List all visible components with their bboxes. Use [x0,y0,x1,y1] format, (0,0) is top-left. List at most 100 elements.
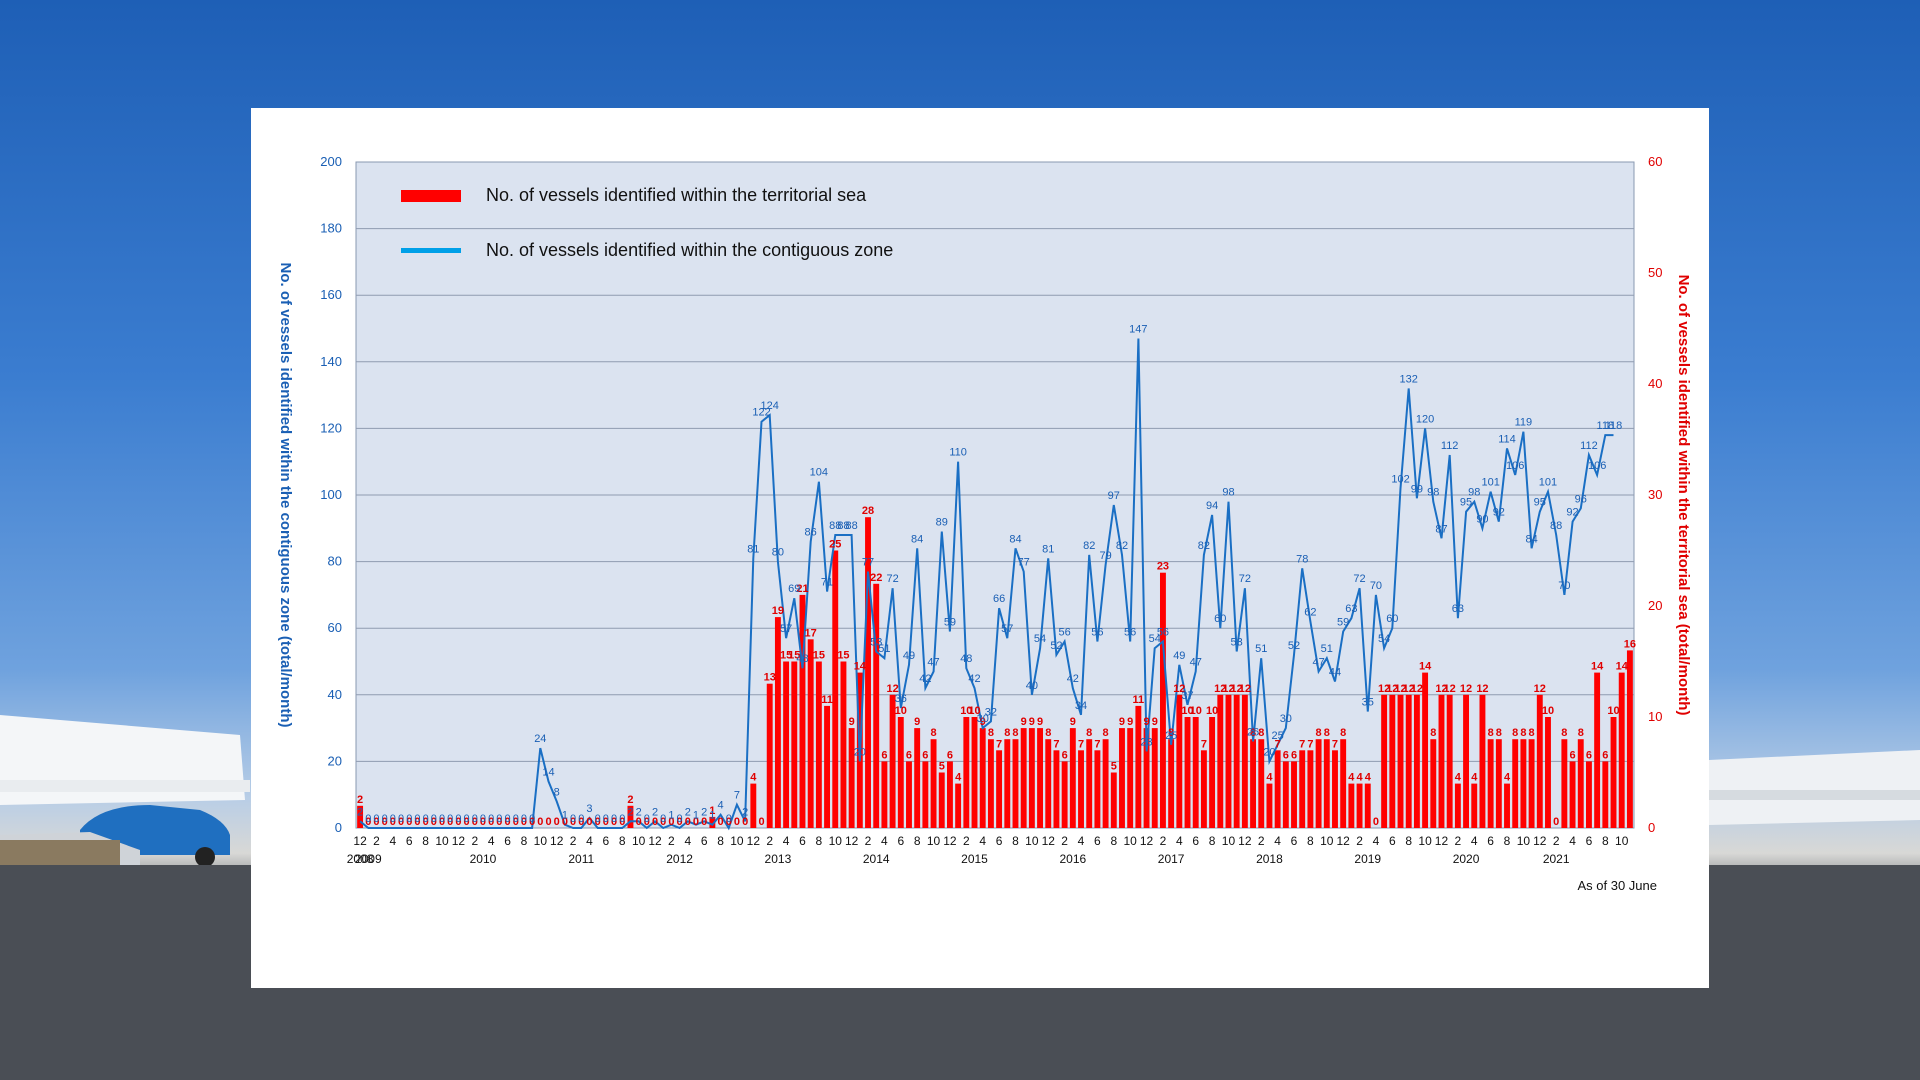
month-tick-label: 12 [648,834,662,848]
line-value-label: 60 [1386,613,1398,625]
month-tick-label: 6 [897,834,904,848]
line-value-label: 1 [693,810,699,822]
territorial-bar [1053,750,1060,828]
territorial-bar [1078,750,1084,828]
line-value-label: 1 [562,810,568,822]
line-value-label: 69 [788,583,800,595]
territorial-bar [1119,728,1125,828]
month-tick-label: 2 [963,834,970,848]
line-value-label: 47 [1312,656,1324,668]
territorial-bar [1413,694,1420,828]
line-value-label: 8 [554,786,560,798]
bar-value-label: 8 [1561,727,1567,739]
month-tick-label: 10 [632,834,646,848]
territorial-bar [1422,672,1429,828]
line-value-label: 0 [677,813,683,825]
month-tick-label: 10 [1123,834,1137,848]
bar-value-label: 0 [414,816,420,828]
line-value-label: 0 [529,813,535,825]
month-tick-label: 4 [881,834,888,848]
territorial-bar [1356,783,1363,828]
territorial-bar [922,761,929,828]
territorial-bar [1430,739,1437,828]
bar-value-label: 6 [922,749,928,761]
bar-value-label: 0 [398,816,404,828]
line-value-label: 77 [1018,557,1030,569]
territorial-bar [1250,739,1257,828]
bar-value-label: 6 [947,749,953,761]
line-value-label: 0 [464,813,470,825]
month-tick-label: 12 [845,834,859,848]
line-value-label: 88 [1550,520,1562,532]
line-value-label: 78 [1296,553,1308,565]
month-tick-label: 4 [1373,834,1380,848]
territorial-bar [1225,694,1232,828]
bar-value-label: 0 [717,816,723,828]
left-tick-label: 140 [320,354,342,369]
line-value-label: 82 [1083,540,1095,552]
line-value-label: 63 [1452,603,1464,615]
bar-value-label: 5 [939,761,945,773]
line-value-label: 0 [644,813,650,825]
line-value-label: 0 [406,813,412,825]
month-tick-label: 12 [747,834,761,848]
bar-value-label: 0 [562,816,568,828]
territorial-bar [1323,739,1330,828]
year-label: 2015 [961,852,988,866]
territorial-bar [1545,717,1551,828]
line-value-label: 96 [1575,493,1587,505]
territorial-bar [1504,783,1510,828]
bar-value-label: 14 [854,661,867,673]
bar-value-label: 11 [1133,694,1145,706]
line-value-label: 89 [936,517,948,529]
month-tick-label: 8 [914,834,921,848]
line-value-label: 87 [1435,523,1447,535]
line-value-label: 84 [1009,533,1021,545]
territorial-bar [881,761,888,828]
line-value-label: 56 [1157,627,1169,639]
line-value-label: 79 [1099,550,1111,562]
month-tick-label: 2 [1553,834,1560,848]
month-tick-label: 12 [550,834,564,848]
line-value-label: 95 [1534,497,1546,509]
line-value-label: 120 [1416,413,1434,425]
month-tick-label: 12 [1533,834,1547,848]
line-value-label: 110 [949,447,967,459]
line-value-label: 35 [1362,696,1374,708]
month-tick-label: 2 [766,834,773,848]
bar-value-label: 12 [1411,683,1423,695]
line-value-label: 0 [578,813,584,825]
bar-value-label: 0 [1553,816,1559,828]
bar-value-label: 8 [1324,727,1330,739]
month-tick-label: 12 [353,834,367,848]
territorial-bar [832,550,839,828]
line-value-label: 0 [398,813,404,825]
month-tick-label: 4 [1274,834,1281,848]
bar-value-label: 0 [554,816,560,828]
bar-value-labels: 20 0 0 0 0 0 0 0 0 0 0 0 0 0 0 0 0 0 0 0 0 0 0 0 0 0 0 0 0 0 0 020 0 0 0 0 0… [357,505,1636,828]
line-value-label: 2 [685,806,691,818]
territorial-bar [996,750,1003,828]
territorial-bar [824,705,831,828]
territorial-bar [1102,739,1109,828]
month-tick-label: 6 [406,834,413,848]
bar-value-label: 10 [1542,705,1554,717]
bar-value-label: 10 [1206,705,1218,717]
bar-value-label: 7 [1299,738,1305,750]
month-tick-label: 8 [1307,834,1314,848]
territorial-bar [1086,739,1093,828]
bar-value-label: 9 [914,716,920,728]
territorial-bar [750,783,757,828]
line-value-label: 53 [1231,637,1243,649]
line-value-label: 118 [1605,420,1623,432]
bar-value-label: 0 [431,816,437,828]
bar-value-label: 4 [1356,772,1363,784]
bar-value-label: 12 [1394,683,1406,695]
line-value-label: 49 [903,650,915,662]
month-tick-label: 2 [570,834,577,848]
right-tick-label: 60 [1648,154,1662,169]
bar-value-label: 8 [1004,727,1010,739]
bar-value-label: 10 [1181,705,1193,717]
legend-line-swatch [401,248,461,253]
territorial-bar [946,761,953,828]
